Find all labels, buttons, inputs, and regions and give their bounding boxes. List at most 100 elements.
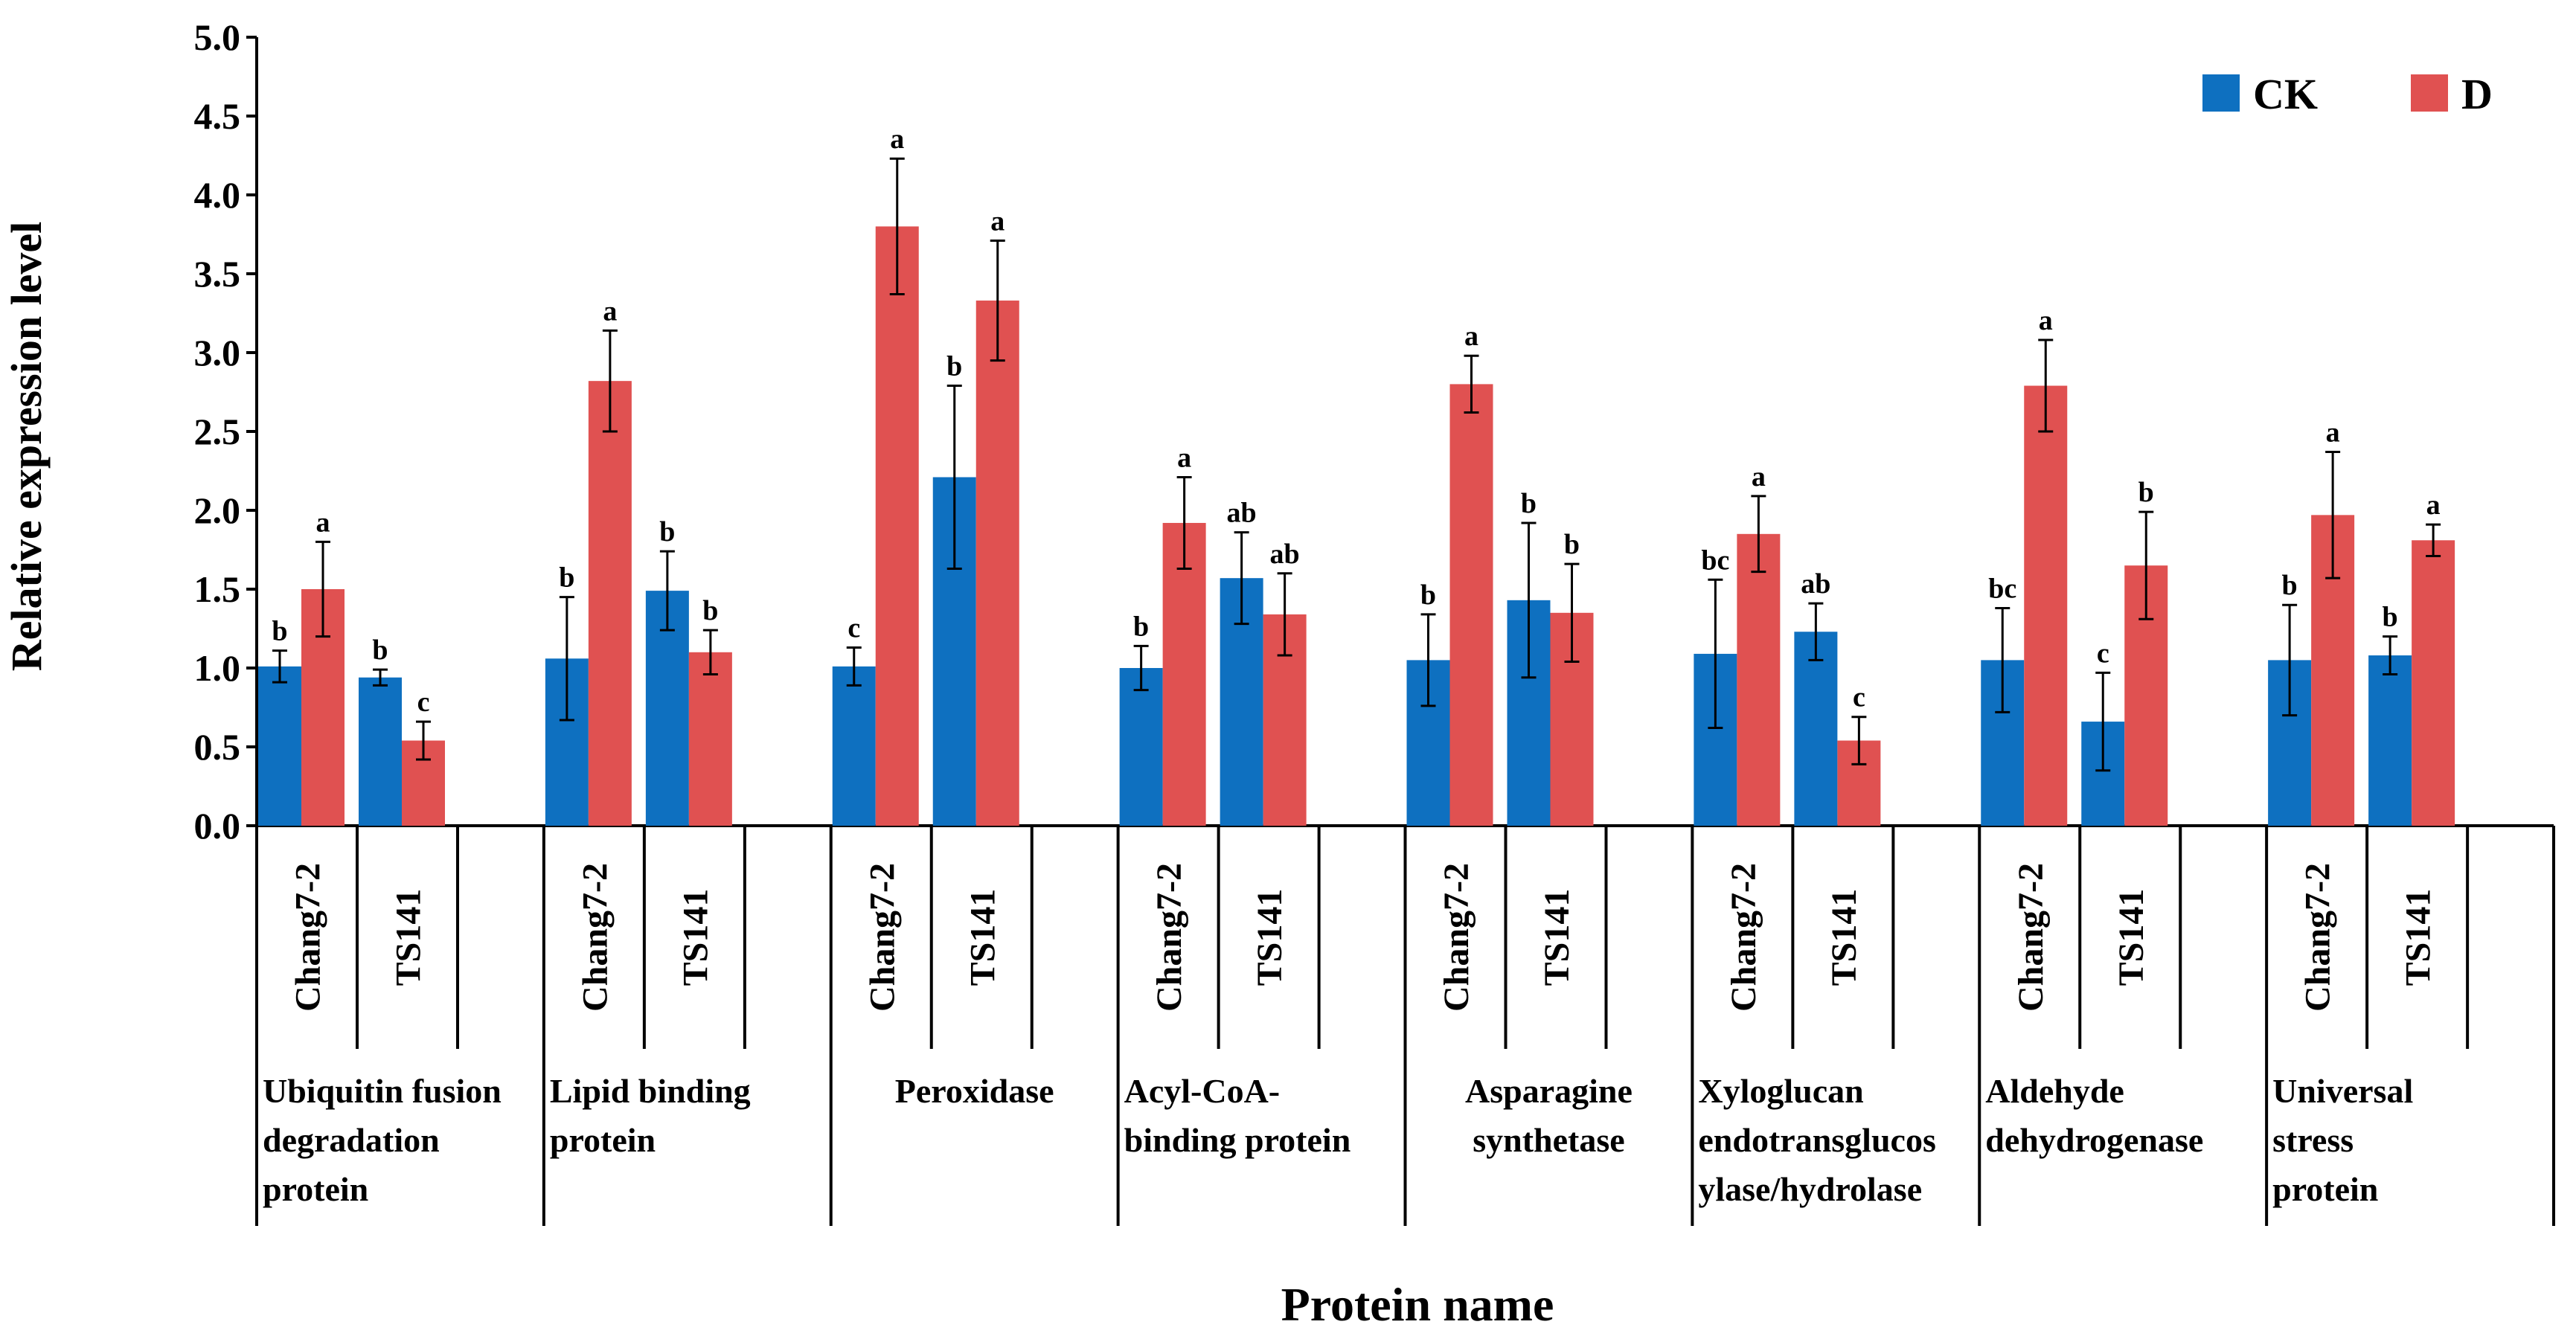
significance-label: a xyxy=(2326,417,2340,449)
bar-ck xyxy=(1119,668,1163,826)
significance-label: b xyxy=(1133,611,1149,642)
x-axis-title: Protein name xyxy=(1281,1278,1554,1331)
cultivar-label: Chang7-2 xyxy=(1150,863,1189,1012)
bar-ck xyxy=(1794,632,1838,826)
protein-name-label: protein xyxy=(2272,1170,2378,1208)
protein-name-label: synthetase xyxy=(1473,1121,1624,1159)
significance-label: ab xyxy=(1270,539,1300,570)
cultivar-label: TS141 xyxy=(2399,889,2438,986)
protein-name-label: Aldehyde xyxy=(1985,1072,2124,1110)
cultivar-label: TS141 xyxy=(1537,889,1577,986)
protein-name-label: stress xyxy=(2272,1121,2354,1159)
significance-label: c xyxy=(417,687,430,718)
significance-label: ab xyxy=(1801,568,1830,600)
significance-label: a xyxy=(1177,442,1191,473)
axes: 0.0 0.5 1.0 1.5 2.0 2.5 3.0 3.5 4.0 4.5 5.0 xyxy=(194,16,2555,1226)
significance-label: b xyxy=(1521,488,1537,519)
y-axis-title: Relative expression level xyxy=(2,222,51,672)
protein-name-label: ylase/hydrolase xyxy=(1698,1170,1922,1208)
y-tick-label: 0.0 xyxy=(194,805,241,847)
significance-label: a xyxy=(890,123,904,155)
protein-name-label: Universal xyxy=(2272,1072,2413,1110)
protein-name-label: Lipid binding xyxy=(550,1072,751,1110)
cultivar-label: Chang7-2 xyxy=(575,863,615,1012)
bar-ck xyxy=(359,677,402,826)
cultivar-label: TS141 xyxy=(963,889,1002,986)
significance-label: b xyxy=(2383,602,2398,633)
bar-ck xyxy=(832,666,876,826)
cultivar-label: Chang7-2 xyxy=(1437,863,1476,1012)
cultivar-label: Chang7-2 xyxy=(862,863,902,1012)
bar-d xyxy=(2024,385,2068,826)
bars xyxy=(258,157,2455,826)
cultivar-label: TS141 xyxy=(2112,889,2151,986)
significance-label: a xyxy=(990,205,1005,237)
significance-label: b xyxy=(1564,529,1580,560)
y-tick-label: 4.5 xyxy=(194,95,241,137)
y-tick-label: 3.5 xyxy=(194,253,241,295)
significance-label: b xyxy=(2282,570,2298,601)
significance-label: bc xyxy=(1988,573,2016,604)
legend-label-ck: CK xyxy=(2253,70,2318,118)
bar-d xyxy=(688,652,732,826)
bar-d xyxy=(588,381,632,826)
protein-name-label: Acyl-CoA- xyxy=(1124,1072,1281,1110)
significance-label: b xyxy=(559,562,574,594)
bar-d xyxy=(875,226,919,826)
significance-label: a xyxy=(1752,461,1766,492)
significance-label: b xyxy=(1420,579,1436,611)
cultivar-label: Chang7-2 xyxy=(289,863,328,1012)
legend: CK D xyxy=(2202,70,2493,118)
y-tick-label: 5.0 xyxy=(194,16,241,58)
cultivar-label: TS141 xyxy=(1250,889,1289,986)
y-tick-label: 3.0 xyxy=(194,332,241,373)
y-tick-label: 4.0 xyxy=(194,174,241,216)
protein-name-label: Ubiquitin fusion xyxy=(263,1072,502,1110)
cultivar-label: TS141 xyxy=(676,889,715,986)
bar-d xyxy=(1737,533,1781,826)
significance-label: c xyxy=(1853,682,1865,713)
significance-label: bc xyxy=(1701,545,1729,576)
significance-label: c xyxy=(848,612,860,643)
significance-label: a xyxy=(1464,321,1478,352)
legend-swatch-ck xyxy=(2202,74,2240,112)
significance-label: ab xyxy=(1227,498,1257,529)
protein-name-label: endotransglucos xyxy=(1698,1121,1935,1159)
bar-ck xyxy=(258,666,301,826)
y-tick-label: 0.5 xyxy=(194,726,241,768)
significance-label: a xyxy=(2426,489,2441,521)
bar-ck xyxy=(2368,655,2412,826)
protein-name-label: Xyloglucan xyxy=(1698,1072,1863,1110)
significance-label: c xyxy=(2097,638,2109,669)
protein-name-label: binding protein xyxy=(1124,1121,1351,1159)
y-tick-label: 2.5 xyxy=(194,411,241,452)
significance-label: b xyxy=(272,616,287,647)
cultivar-label: TS141 xyxy=(389,889,429,986)
significance-label: b xyxy=(659,516,675,548)
significance-label: a xyxy=(2039,305,2053,336)
bar-d xyxy=(1162,522,1206,826)
y-tick-label: 1.0 xyxy=(194,647,241,689)
significance-label: b xyxy=(2138,477,2154,508)
cultivar-label: Chang7-2 xyxy=(1724,863,1763,1012)
bar-d xyxy=(1449,384,1493,826)
significance-label: b xyxy=(372,635,388,666)
cultivar-label: TS141 xyxy=(1824,889,1864,986)
protein-name-label: Peroxidase xyxy=(895,1072,1054,1110)
protein-name-label: protein xyxy=(263,1170,368,1208)
legend-swatch-d xyxy=(2411,74,2448,112)
protein-name-label: degradation xyxy=(263,1121,440,1159)
protein-name-label: protein xyxy=(550,1121,656,1159)
protein-name-label: Asparagine xyxy=(1465,1072,1633,1110)
y-tick-label: 2.0 xyxy=(194,489,241,531)
significance-label: b xyxy=(702,595,718,626)
cultivar-label: Chang7-2 xyxy=(2011,863,2051,1012)
significance-label: a xyxy=(316,507,330,538)
legend-label-d: D xyxy=(2461,70,2493,118)
significance-label: a xyxy=(603,295,617,327)
bar-d xyxy=(975,301,1019,826)
y-tick-label: 1.5 xyxy=(194,568,241,610)
significance-label: b xyxy=(946,351,962,382)
bar-d xyxy=(2412,540,2455,826)
